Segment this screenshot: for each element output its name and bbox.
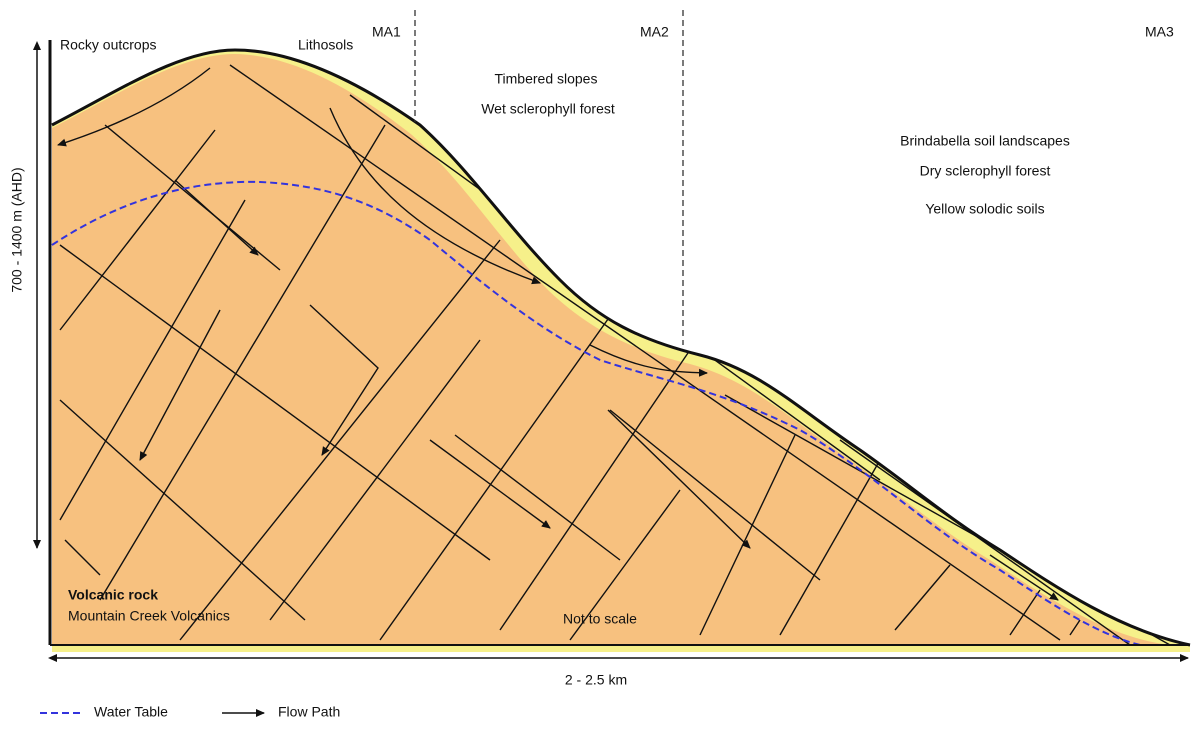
label: Not to scale bbox=[563, 611, 637, 627]
label: Dry sclerophyll forest bbox=[920, 163, 1051, 179]
axis-label: 2 - 2.5 km bbox=[565, 672, 627, 688]
diagram: Rocky outcrops Lithosols MA1 MA2 MA3 Tim… bbox=[0, 0, 1192, 747]
label: Yellow solodic soils bbox=[925, 201, 1044, 217]
label: Timbered slopes bbox=[495, 71, 598, 87]
label: Wet sclerophyll forest bbox=[481, 101, 615, 117]
area-label: MA2 bbox=[640, 24, 669, 40]
label: Lithosols bbox=[298, 37, 353, 53]
area-label: MA1 bbox=[372, 24, 401, 40]
axis-label: 700 - 1400 m (AHD) bbox=[9, 167, 25, 292]
label: Mountain Creek Volcanics bbox=[68, 608, 230, 624]
legend-label: Water Table bbox=[94, 704, 168, 720]
label: Brindabella soil landscapes bbox=[900, 133, 1070, 149]
area-label: MA3 bbox=[1145, 24, 1174, 40]
legend: Water Table Flow Path bbox=[40, 704, 340, 720]
label: Rocky outcrops bbox=[60, 37, 156, 53]
label: Volcanic rock bbox=[68, 587, 158, 603]
legend-label: Flow Path bbox=[278, 704, 340, 720]
